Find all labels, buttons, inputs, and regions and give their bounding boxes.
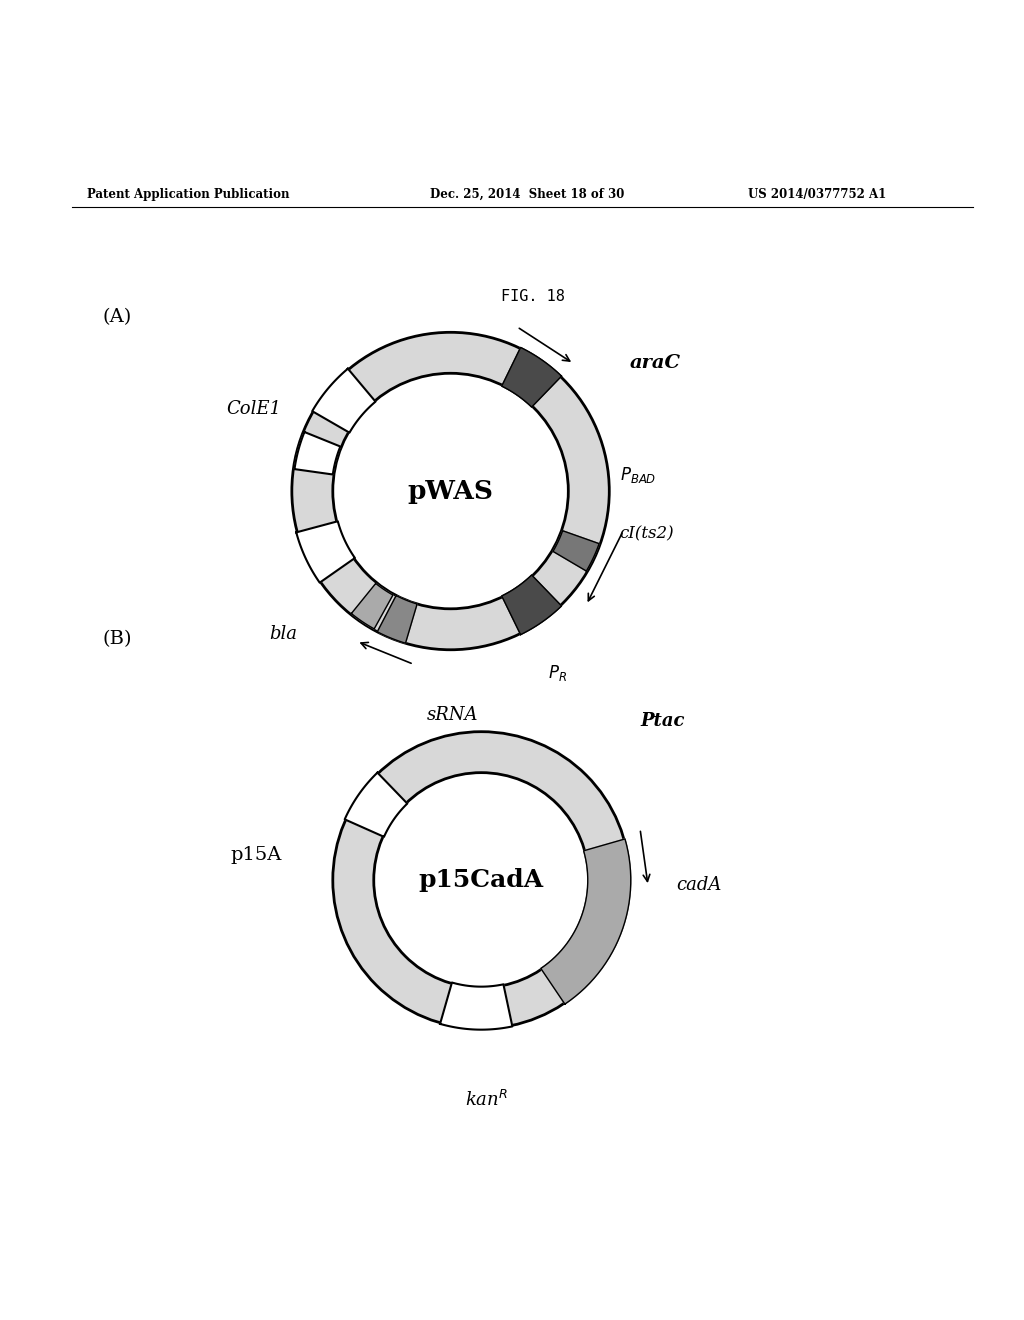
Polygon shape — [296, 521, 355, 582]
Text: ColE1: ColE1 — [226, 400, 282, 418]
Polygon shape — [440, 982, 512, 1030]
Polygon shape — [553, 531, 599, 572]
Text: cI(ts2): cI(ts2) — [620, 525, 674, 543]
Polygon shape — [345, 772, 408, 837]
Text: p15A: p15A — [230, 846, 282, 863]
Polygon shape — [312, 368, 376, 433]
Polygon shape — [541, 840, 631, 1005]
Text: Dec. 25, 2014  Sheet 18 of 30: Dec. 25, 2014 Sheet 18 of 30 — [430, 187, 625, 201]
Text: Ptac: Ptac — [640, 713, 684, 730]
Circle shape — [374, 772, 589, 987]
Polygon shape — [502, 576, 561, 635]
Circle shape — [292, 333, 609, 649]
Polygon shape — [351, 583, 393, 628]
Text: FIG. 18: FIG. 18 — [501, 289, 564, 304]
Polygon shape — [502, 347, 561, 407]
Text: cadA: cadA — [676, 876, 721, 894]
Text: sRNA: sRNA — [427, 706, 478, 725]
Text: pWAS: pWAS — [408, 479, 494, 503]
Circle shape — [333, 374, 568, 609]
Text: araC: araC — [630, 354, 681, 372]
Text: (A): (A) — [102, 308, 132, 326]
Text: $\it{P}_{BAD}$: $\it{P}_{BAD}$ — [620, 465, 656, 484]
Text: bla: bla — [269, 626, 297, 643]
Text: Patent Application Publication: Patent Application Publication — [87, 187, 290, 201]
Polygon shape — [295, 432, 340, 474]
Text: $\it{P}_R$: $\it{P}_R$ — [548, 664, 567, 684]
Polygon shape — [377, 595, 417, 643]
Text: kan$^R$: kan$^R$ — [465, 1090, 508, 1110]
Text: p15CadA: p15CadA — [419, 869, 544, 892]
Text: (B): (B) — [102, 631, 132, 648]
Circle shape — [333, 731, 630, 1028]
Text: US 2014/0377752 A1: US 2014/0377752 A1 — [748, 187, 886, 201]
